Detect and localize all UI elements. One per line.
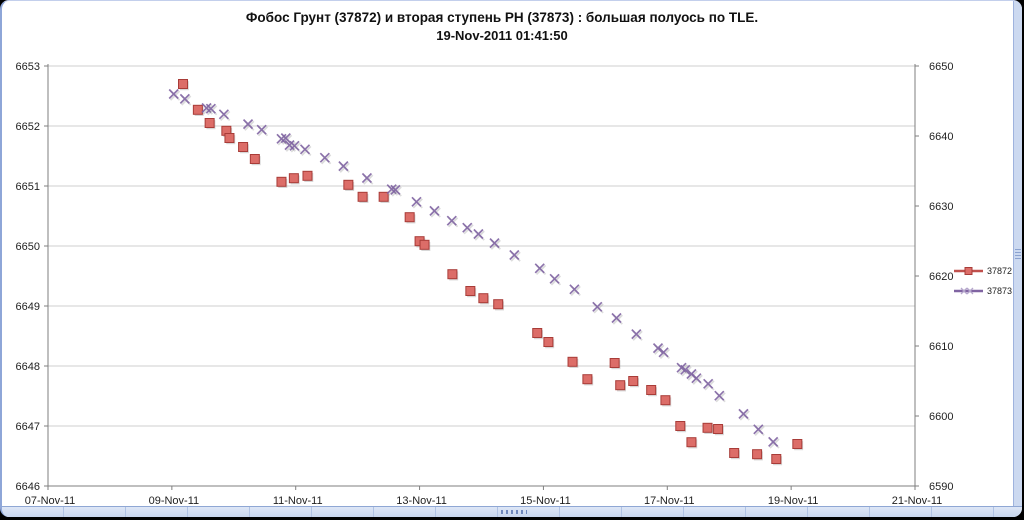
- svg-text:21-Nov-11: 21-Nov-11: [892, 495, 943, 507]
- svg-text:6646: 6646: [16, 481, 40, 493]
- svg-text:6652: 6652: [16, 121, 40, 133]
- chart-title: Фобос Грунт (37872) и вторая ступень РН …: [245, 10, 759, 25]
- legend-label: 37873: [987, 285, 1013, 296]
- square-marker-icon: [954, 266, 983, 275]
- svg-text:6640: 6640: [929, 131, 953, 143]
- svg-text:6630: 6630: [929, 201, 953, 213]
- series-37872-points: [178, 79, 804, 466]
- svg-text:6647: 6647: [16, 421, 40, 433]
- svg-text:13-Nov-11: 13-Nov-11: [396, 495, 447, 507]
- svg-text:6650: 6650: [929, 61, 953, 73]
- series-37873-points: [168, 88, 780, 449]
- y-axis-right-labels: 6590 6600 6610 6620 6630 6640 6650: [915, 61, 953, 493]
- svg-text:6600: 6600: [929, 411, 953, 423]
- svg-text:6650: 6650: [16, 241, 40, 253]
- chart-title-block: Фобос Грунт (37872) и вторая ступень РН …: [2, 8, 1002, 45]
- chart-legend: 37872 37873: [953, 263, 1012, 303]
- svg-text:11-Nov-11: 11-Nov-11: [273, 495, 323, 507]
- worksheet-cells-strip[interactable]: [2, 506, 1022, 517]
- svg-text:07-Nov-11: 07-Nov-11: [25, 495, 76, 507]
- svg-text:6651: 6651: [16, 181, 40, 193]
- svg-text:15-Nov-11: 15-Nov-11: [520, 495, 571, 507]
- legend-item-37872: 37872: [953, 263, 1012, 278]
- svg-text:6649: 6649: [16, 301, 40, 313]
- svg-text:6610: 6610: [929, 341, 953, 353]
- svg-text:09-Nov-11: 09-Nov-11: [149, 495, 200, 507]
- right-scrollbar-strip[interactable]: [1013, 1, 1022, 507]
- axes: [47, 64, 916, 487]
- svg-text:6620: 6620: [929, 271, 953, 283]
- chart-resize-handle-icon[interactable]: [501, 510, 527, 514]
- chart-subtitle: 19-Nov-2011 01:41:50: [436, 28, 568, 43]
- svg-text:6648: 6648: [16, 361, 40, 373]
- scrollbar-grip-icon[interactable]: [1015, 249, 1021, 259]
- legend-label: 37872: [987, 265, 1013, 276]
- gridlines: [48, 65, 915, 427]
- svg-text:17-Nov-11: 17-Nov-11: [644, 495, 695, 507]
- legend-item-37873: 37873: [953, 283, 1012, 298]
- x-marker-icon: [954, 287, 983, 294]
- y-axis-left-labels: 6646 6647 6648 6649 6650 6651 6652 6653: [16, 61, 48, 493]
- svg-text:19-Nov-11: 19-Nov-11: [768, 495, 819, 507]
- x-axis-labels: 07-Nov-11 09-Nov-11 11-Nov-11 13-Nov-11 15-N…: [25, 486, 943, 507]
- svg-text:6590: 6590: [929, 481, 953, 493]
- svg-text:6653: 6653: [16, 61, 40, 73]
